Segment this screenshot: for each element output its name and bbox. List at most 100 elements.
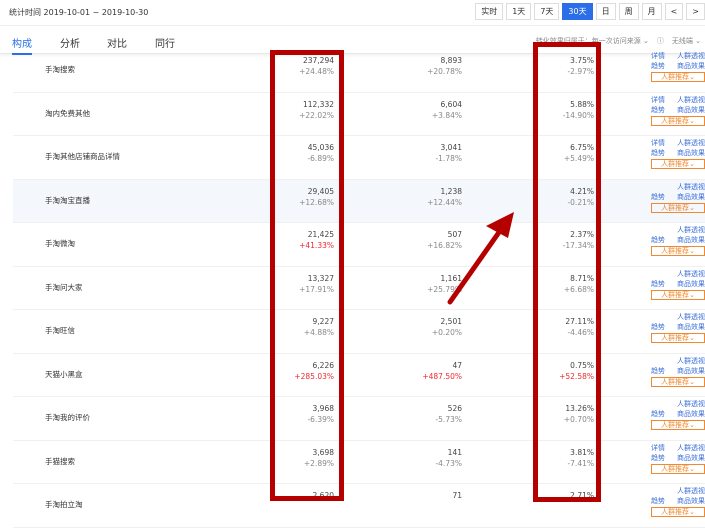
source-name: 手淘问大家 [45,282,83,292]
trend-link[interactable]: 趋势 [651,149,665,157]
tab-analysis[interactable]: 分析 [60,39,80,50]
metric-change: +5.49% [563,154,594,163]
top-bar: 统计时间 2019-10-01 ~ 2019-10-30 实时 1天 7天 30天日周… [0,0,705,26]
trend-link[interactable]: 趋势 [651,410,665,418]
goods-effect-link[interactable]: 商品效果 [677,62,705,70]
crowd-link[interactable]: 人群透视 [677,139,705,147]
trend-link[interactable]: 趋势 [651,105,665,114]
trend-link[interactable]: 趋势 [651,236,665,244]
goods-effect-link[interactable]: 商品效果 [677,279,705,288]
source-name: 天猫小黑盒 [45,369,83,379]
metric-value: 526 [447,404,462,413]
goods-effect-link[interactable]: 商品效果 [677,453,705,462]
detail-link[interactable]: 详情 [651,52,665,60]
metric-value: 2,501 [440,317,462,326]
trend-link[interactable]: 趋势 [651,366,665,375]
detail-link[interactable]: 详情 [651,443,665,452]
source-name: 手淘拍立淘 [45,500,83,509]
tab-compare[interactable]: 对比 [107,39,127,50]
trend-link[interactable]: 趋势 [651,323,665,331]
crowd-link[interactable]: 人群透视 [677,269,705,278]
trend-link[interactable]: 趋势 [651,62,665,70]
metric-change: +0.20% [431,328,462,337]
period-button[interactable]: 日 [595,3,616,20]
metric-value: 13.26% [565,404,594,413]
table-row: 手淘微淘 21,425 +41.33% 507 +16.82% 2.37% -17.34% … [13,223,705,267]
period-button[interactable]: 30天 [562,3,593,20]
metric-change: +285.03% [294,371,334,381]
crowd-link[interactable]: 人群透视 [677,182,705,191]
metric-value: 507 [447,230,462,239]
trend-link[interactable]: 趋势 [651,279,665,288]
annotation-box-visitors [270,50,344,501]
info-icon[interactable]: ⓘ [656,37,664,45]
table-row: 手淘问大家 13,327 +17.91% 1,161 +25.79% 8.71% +6.68… [13,267,705,310]
period-button[interactable]: < [664,3,684,20]
metric-value: 9,227 [312,317,334,326]
goods-effect-link[interactable]: 商品效果 [677,366,705,375]
goods-effect-link[interactable]: 商品效果 [677,192,705,201]
goods-effect-link[interactable]: 商品效果 [677,410,705,418]
metric-change: +16.82% [427,241,462,250]
metric-change: -14.90% [562,110,594,120]
crowd-link[interactable]: 人群透视 [677,356,705,365]
goods-effect-link[interactable]: 商品效果 [677,497,705,505]
device-select[interactable]: 无线端 ⌄ [671,37,701,45]
crowd-link[interactable]: 人群透视 [677,226,705,234]
trend-link[interactable]: 趋势 [651,192,665,201]
metric-change: +20.78% [427,67,462,76]
table-row: 手淘淘宝直播 29,405 +12.68% 1,238 +12.44% 4.21% -0.2… [13,179,705,223]
metric-value: 3.81% [570,447,594,457]
table-row: 手猫搜索 3,698 +2.89% 141 -4.73% 3.81% -7.41% 详情 人群… [13,441,705,484]
crowd-recommend-dropdown[interactable]: 人群推荐⌄ [651,507,705,517]
metric-value: 45,036 [307,143,334,152]
crowd-link[interactable]: 人群透视 [677,95,705,104]
goods-effect-link[interactable]: 商品效果 [677,236,705,244]
metric-value: 2,620 [312,491,334,500]
source-name: 手淘我的评价 [45,413,90,422]
metric-change: +41.33% [299,241,334,250]
metric-value: 0.75% [570,360,594,370]
metric-change: -4.46% [567,328,594,337]
crowd-link[interactable]: 人群透视 [677,487,705,495]
tab-bar: 构成 分析 对比 同行 转化效果归属于：每一次访问来源 ⌄ ⓘ 无线端 ⌄ [0,27,705,55]
source-name: 手淘其他店铺商品详情 [45,152,120,161]
metric-value: 4.21% [570,186,594,196]
metric-value: 112,332 [302,99,334,109]
crowd-link[interactable]: 人群透视 [677,313,705,321]
detail-link[interactable]: 详情 [651,95,665,104]
metric-value: 3,041 [440,143,462,152]
metric-change: +17.91% [299,284,334,294]
metric-change: +2.89% [303,458,334,468]
period-button[interactable]: 月 [641,3,662,20]
period-buttons: 实时 1天 7天 30天日周月 < > [475,3,705,20]
metric-value: 3,968 [312,404,334,413]
metric-change: +3.84% [431,110,462,120]
metric-change: +22.02% [299,110,334,120]
trend-link[interactable]: 趋势 [651,497,665,505]
detail-link[interactable]: 详情 [651,139,665,147]
table-row: 手淘其他店铺商品详情 45,036 -6.89% 3,041 -1.78% 6.75% +5… [13,136,705,180]
crowd-link[interactable]: 人群透视 [677,52,705,60]
tab-composition[interactable]: 构成 [12,35,32,55]
crowd-link[interactable]: 人群透视 [677,443,705,452]
goods-effect-link[interactable]: 商品效果 [677,149,705,157]
period-button[interactable]: 7天 [534,3,560,20]
metric-value: 6.75% [570,143,594,152]
period-button[interactable]: 1天 [506,3,532,20]
goods-effect-link[interactable]: 商品效果 [677,105,705,114]
tab-peers[interactable]: 同行 [155,39,175,50]
period-button[interactable]: 实时 [475,3,504,20]
trend-link[interactable]: 趋势 [651,453,665,462]
period-button[interactable]: 周 [618,3,639,20]
attribution-select[interactable]: 转化效果归属于：每一次访问来源 ⌄ [535,37,649,45]
metric-change: -4.73% [435,458,462,468]
metric-change: +0.70% [563,415,594,424]
goods-effect-link[interactable]: 商品效果 [677,323,705,331]
metric-change: -6.39% [307,415,334,424]
table-row: 手淘我的评价 3,968 -6.39% 526 -5.73% 13.26% +0.70% 人… [13,397,705,441]
metric-change: -5.73% [435,415,462,424]
metric-value: 13,327 [307,273,334,283]
annotation-box-conversion [533,42,601,502]
crowd-link[interactable]: 人群透视 [677,400,705,408]
